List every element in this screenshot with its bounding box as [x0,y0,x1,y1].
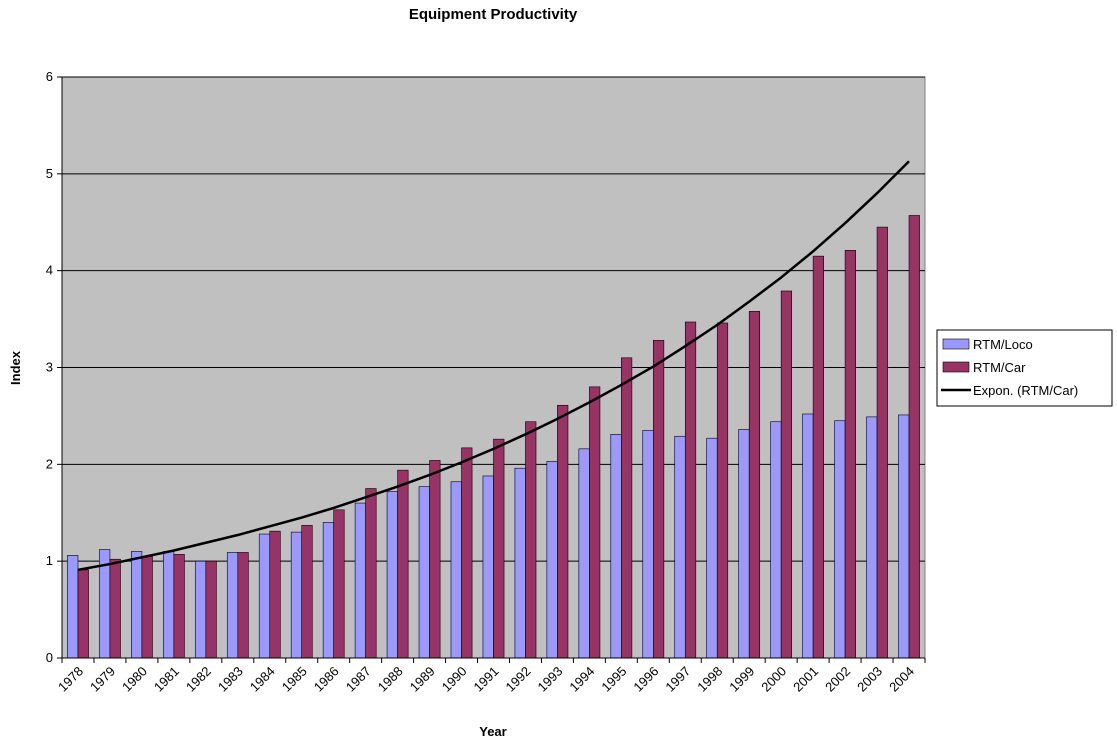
bar [589,386,601,659]
x-tick-label: 1996 [630,664,661,695]
bar [642,430,654,659]
x-tick-label: 1997 [662,664,693,695]
trend-line [77,160,910,572]
bar [738,429,750,659]
x-tick-label: 1993 [534,664,565,695]
x-tick-label: 1980 [119,664,150,695]
y-tick-label: 5 [46,166,53,181]
x-tick-label: 1983 [215,664,246,695]
x-tick-label: 1987 [343,664,374,695]
bar [621,357,633,659]
bar [386,491,398,659]
y-tick-label: 6 [46,69,53,84]
bar [748,311,761,659]
bar [141,556,153,659]
x-tick-label: 2001 [790,664,821,695]
bar [77,569,89,659]
bar [653,340,665,659]
bar [269,530,281,659]
bar [706,437,718,659]
bar [131,551,143,659]
bar [290,531,303,659]
bar [205,560,217,659]
bar [194,560,207,659]
bar [301,525,313,659]
x-tick-label: 1994 [566,664,597,695]
x-tick-label: 1984 [247,664,278,695]
bar [514,467,526,659]
bar [908,215,920,659]
bar [802,413,814,659]
x-tick-label: 1986 [311,664,342,695]
bar [578,448,590,659]
bar [173,554,185,659]
x-tick-label: 2003 [854,664,885,695]
x-tick-label: 1991 [471,664,502,695]
legend-label: RTM/Car [973,360,1026,375]
x-tick-label: 1979 [87,664,118,695]
bar [525,421,537,659]
x-tick-label: 1999 [726,664,757,695]
x-tick-label: 1990 [439,664,470,695]
bar [365,488,377,659]
bar [812,255,824,659]
x-tick-label: 1978 [55,664,86,695]
bar [876,226,888,659]
y-tick-label: 2 [46,456,53,471]
bar [482,475,494,659]
bar [67,555,79,659]
legend-label: RTM/Loco [973,337,1033,352]
x-tick-label: 2002 [822,664,853,695]
y-tick-label: 1 [46,553,53,568]
bar [780,290,793,659]
x-tick-label: 1985 [279,664,310,695]
bar [354,502,366,659]
x-tick-label: 1995 [598,664,629,695]
x-tick-label: 1982 [183,664,214,695]
bar [716,322,729,659]
x-tick-label: 2000 [758,664,789,695]
bar [109,558,121,659]
bar [610,434,622,659]
x-tick-label: 2004 [886,664,917,695]
chart-title: Equipment Productivity [409,6,578,23]
x-tick-label: 1989 [407,664,438,695]
bar [866,416,878,659]
bar [557,404,569,659]
y-tick-label: 3 [46,360,53,375]
bar [684,321,697,659]
bar [418,486,430,659]
legend-label: Expon. (RTM/Car) [973,383,1078,398]
bar [397,469,409,659]
y-tick-label: 0 [46,650,53,665]
bar [898,414,910,659]
y-tick-label: 4 [46,263,53,278]
x-tick-label: 1992 [503,664,534,695]
bar [333,509,345,659]
x-axis-title: Year [479,724,506,739]
bar [834,420,846,659]
x-tick-label: 1988 [375,664,406,695]
bar [226,552,239,659]
x-tick-label: 1981 [151,664,182,695]
bar [237,552,249,659]
legend-swatch [942,338,970,350]
y-axis-title: Index [8,350,23,385]
bar [461,447,473,659]
bar [770,421,782,659]
x-tick-label: 1998 [694,664,725,695]
bar [163,551,175,659]
bar [429,460,441,659]
bar [674,435,686,659]
bar [450,481,462,659]
bar [546,461,558,659]
bar [322,522,334,659]
legend-swatch [942,361,970,373]
bar [258,533,271,659]
bar [493,438,505,659]
bar [844,250,856,659]
